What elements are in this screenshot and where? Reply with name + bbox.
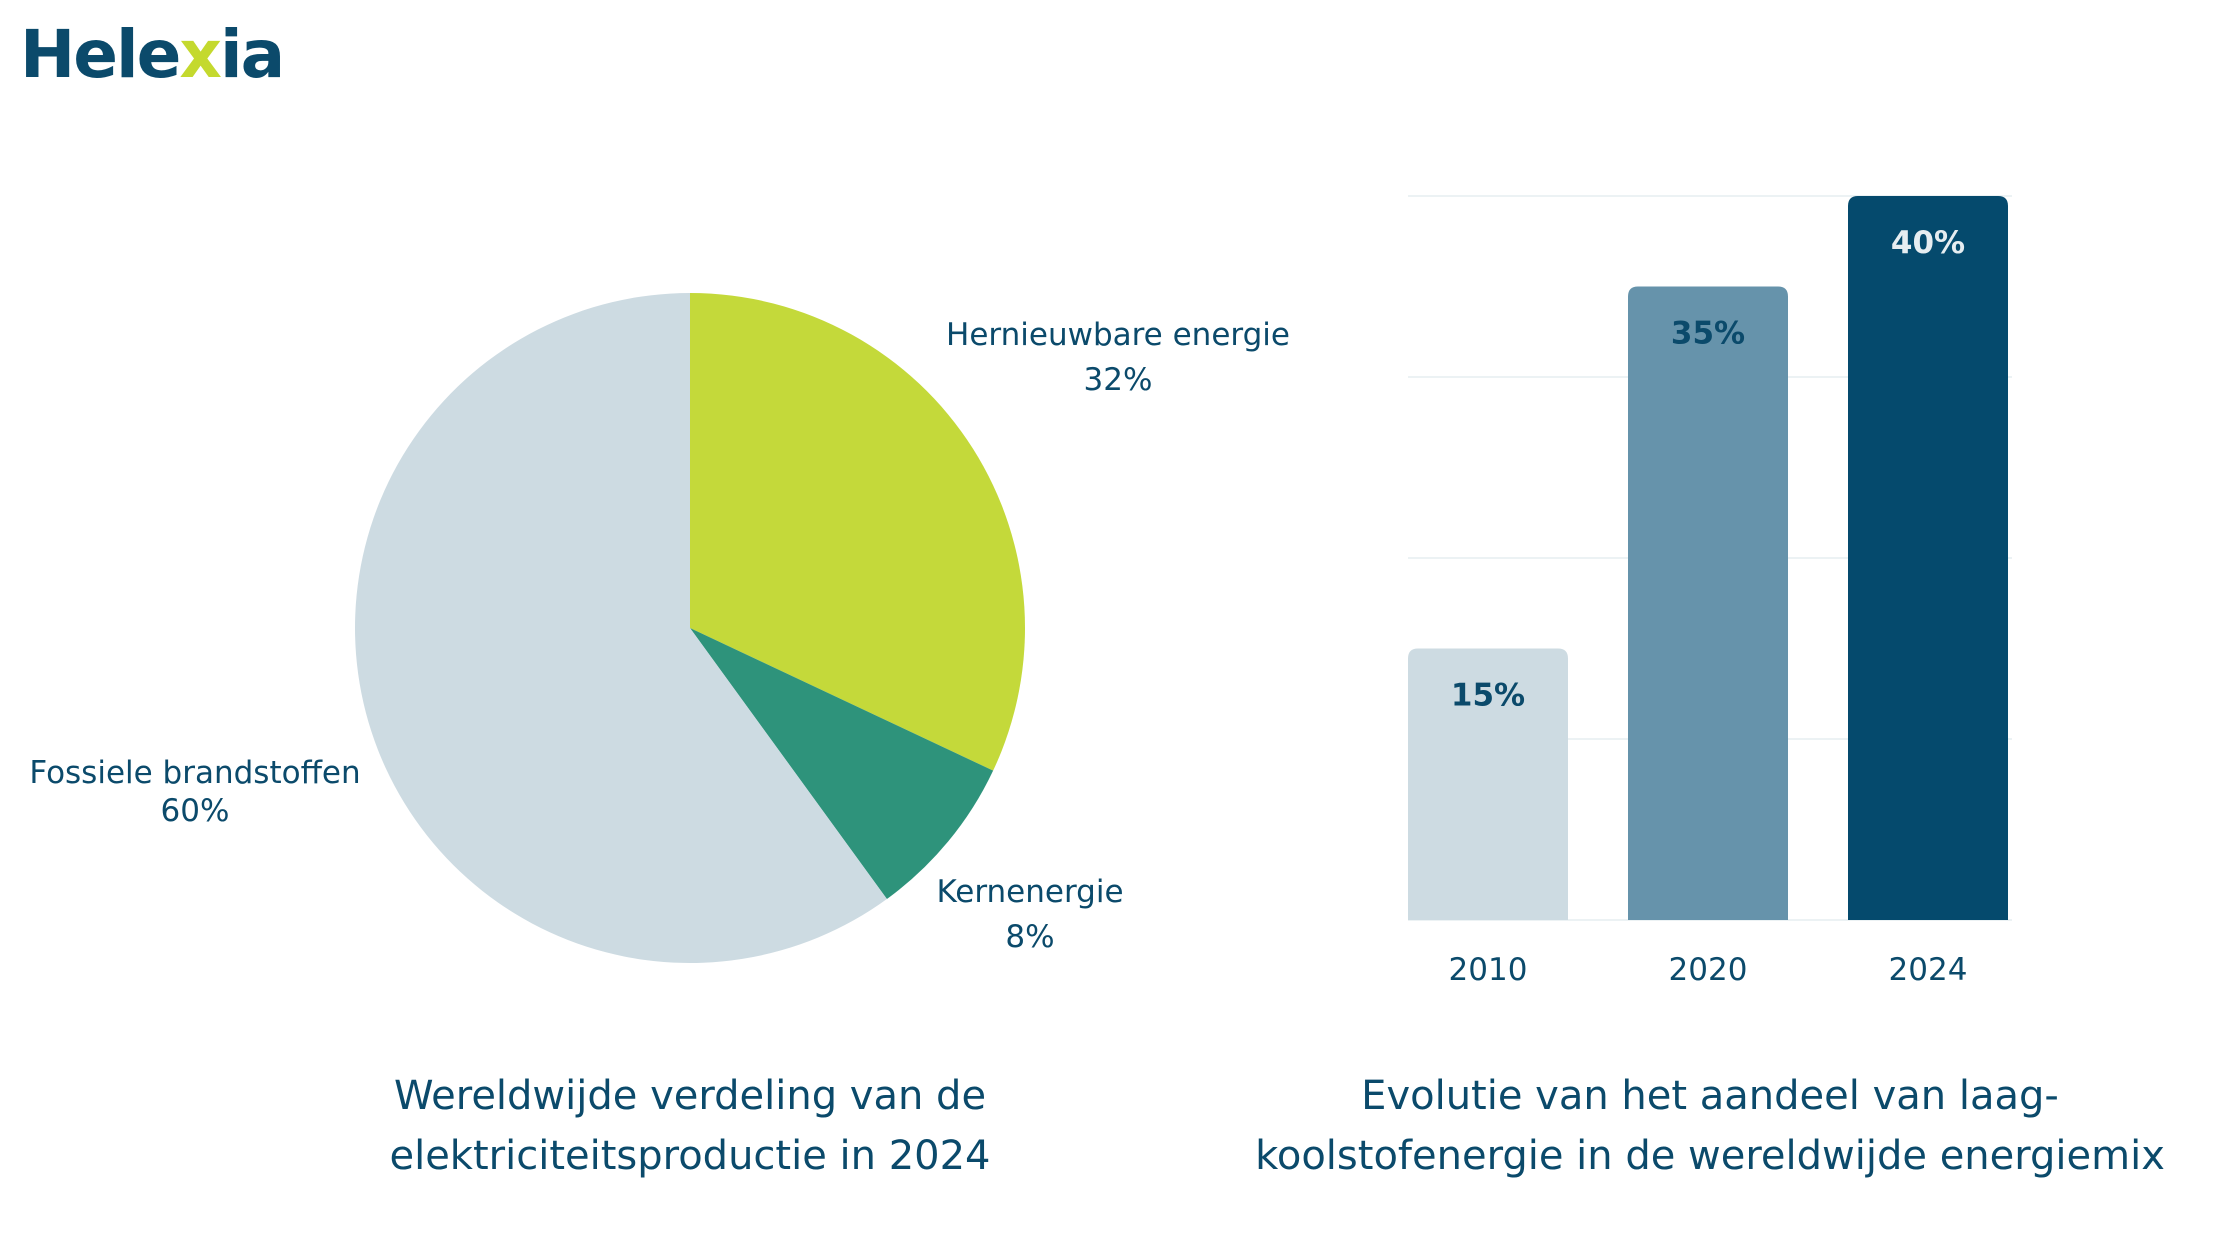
x-tick-label-2024: 2024: [1889, 952, 1968, 988]
pie-label-hernieuwbare-energie: Hernieuwbare energie: [946, 317, 1290, 353]
helexia-logo: Helexia: [20, 16, 285, 93]
bar-value-label-2020: 35%: [1671, 316, 1745, 352]
bar-caption-line-2: koolstofenergie in de wereldwijde energi…: [1255, 1133, 2165, 1179]
pie-value-fossiele-brandstoffen: 60%: [161, 793, 230, 829]
pie-caption-line-2: elektriciteitsproductie in 2024: [389, 1133, 991, 1179]
bar-chart-caption: Evolutie van het aandeel van laag- kools…: [1180, 1066, 2240, 1186]
bar-value-label-2010: 15%: [1451, 678, 1525, 714]
bar-2010: [1408, 648, 1568, 920]
pie-value-hernieuwbare-energie: 32%: [1084, 362, 1153, 398]
pie-label-kernenergie: Kernenergie: [936, 874, 1123, 910]
bar-2020: [1628, 286, 1788, 920]
bar-chart: 15% 2010 35% 2020 40% 2024: [1408, 195, 2012, 988]
pie-chart-caption: Wereldwijde verdeling van de elektricite…: [280, 1066, 1100, 1186]
pie-value-kernenergie: 8%: [1005, 919, 1054, 955]
pie-slice-hernieuwbare-energie: [690, 293, 1025, 771]
x-tick-label-2020: 2020: [1669, 952, 1748, 988]
logo-x-mark: x: [179, 16, 222, 93]
x-tick-label-2010: 2010: [1449, 952, 1528, 988]
pie-slice-fossiele-brandstoffen: [355, 293, 887, 963]
pie-label-fossiele-brandstoffen: Fossiele brandstoffen: [29, 755, 360, 791]
pie-chart: Hernieuwbare energie 32% Kernenergie 8% Foss…: [29, 293, 1290, 963]
pie-caption-line-1: Wereldwijde verdeling van de: [393, 1073, 987, 1119]
bar-caption-line-1: Evolutie van het aandeel van laag-: [1361, 1073, 2059, 1119]
bar-value-label-2024: 40%: [1891, 225, 1965, 261]
pie-slice-kernenergie: [690, 628, 994, 900]
bar-2024: [1848, 196, 2008, 920]
